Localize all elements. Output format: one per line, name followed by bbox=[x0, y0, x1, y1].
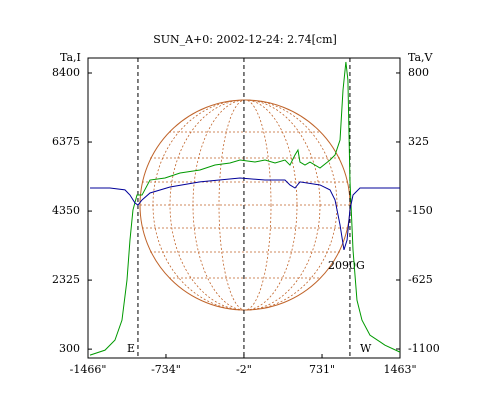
annotation: 2090G bbox=[328, 259, 365, 272]
y2-tick-label: -625 bbox=[408, 273, 433, 286]
y-axis-label: Ta,I bbox=[60, 51, 81, 64]
chart-title: SUN_A+0: 2002-12-24: 2.74[cm] bbox=[153, 33, 337, 46]
annotation: W bbox=[360, 342, 372, 355]
solar-disk bbox=[139, 99, 351, 311]
x-tick-label: -734" bbox=[151, 363, 181, 376]
y2-tick-label: -1100 bbox=[408, 342, 440, 355]
x-tick-label: -2" bbox=[236, 363, 252, 376]
y2-tick-label: 325 bbox=[408, 135, 429, 148]
y-tick-label: 6375 bbox=[52, 135, 80, 148]
x-tick-label: -1466" bbox=[70, 363, 107, 376]
y-tick-label: 300 bbox=[59, 342, 80, 355]
data-line bbox=[90, 177, 400, 251]
y2-tick-label: -150 bbox=[408, 204, 433, 217]
y-tick-label: 4350 bbox=[52, 204, 80, 217]
y-tick-label: 8400 bbox=[52, 66, 80, 79]
x-tick-label: 1463" bbox=[383, 363, 416, 376]
annotation: E bbox=[127, 342, 135, 355]
y2-tick-label: 800 bbox=[408, 66, 429, 79]
y2-axis-label: Ta,V bbox=[408, 51, 434, 64]
x-tick-label: 731" bbox=[309, 363, 335, 376]
y-tick-label: 2325 bbox=[52, 273, 80, 286]
